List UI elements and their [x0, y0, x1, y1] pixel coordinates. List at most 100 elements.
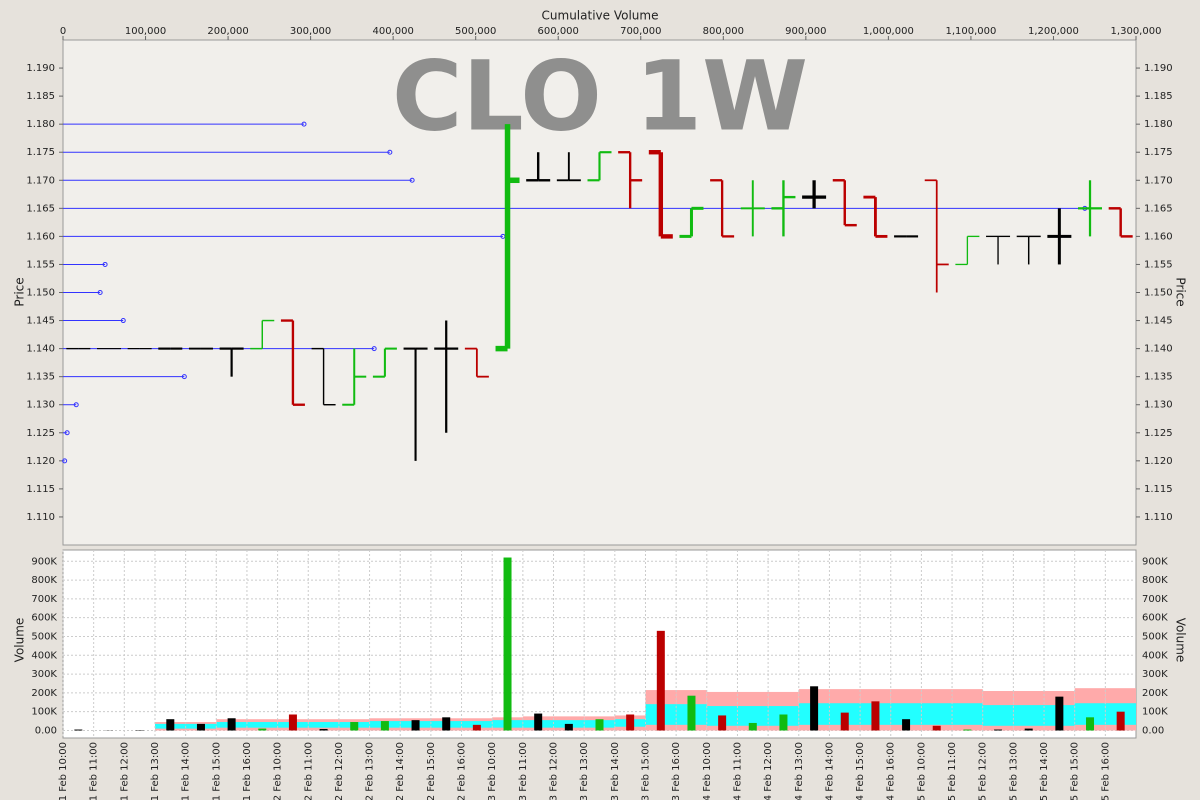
y-tick-label-right: 1.145: [1144, 316, 1173, 327]
volume-tick-label-right: 600K: [1142, 613, 1168, 624]
y-tick-label: 1.130: [26, 400, 55, 411]
y-tick-label-right: 1.155: [1144, 259, 1173, 270]
x-tick-label: 12 Feb 11:00: [303, 742, 314, 800]
y-tick-label-right: 1.115: [1144, 484, 1173, 495]
volume-tick-label-right: 200K: [1142, 688, 1168, 699]
y-tick-label: 1.190: [26, 63, 55, 74]
y-tick-label: 1.175: [26, 147, 55, 158]
volume-tick-label: 200K: [31, 688, 57, 699]
y-tick-label: 1.140: [26, 344, 55, 355]
x-tick-label: 300,000: [290, 26, 331, 37]
x-tick-label: 15 Feb 16:00: [1100, 742, 1111, 800]
band-inner: [982, 705, 1014, 726]
x-axis-label: Cumulative Volume: [542, 9, 659, 23]
y-tick-label: 1.160: [26, 231, 55, 242]
y-tick-label: 1.125: [26, 428, 55, 439]
y-tick-label: 1.150: [26, 288, 55, 299]
y-tick-label: 1.115: [26, 484, 55, 495]
volume-bar: [810, 686, 819, 731]
x-tick-label: 11 Feb 14:00: [181, 742, 192, 800]
y-tick-label: 1.155: [26, 259, 55, 270]
volume-axis-label-right: Volume: [1174, 618, 1188, 663]
volume-bar: [902, 719, 911, 731]
y-tick-label-right: 1.185: [1144, 91, 1173, 102]
profile-end: [102, 261, 108, 267]
band-inner: [737, 706, 769, 726]
band-inner: [246, 722, 278, 728]
volume-bar: [656, 630, 665, 731]
y-tick-label: 1.165: [26, 203, 55, 214]
volume-bar: [380, 721, 389, 731]
volume-tick-label-right: 700K: [1142, 594, 1168, 605]
volume-bar: [288, 714, 297, 731]
volume-axis-label: Volume: [13, 618, 27, 663]
y-tick-label-right: 1.180: [1144, 119, 1173, 130]
y-tick-label-right: 1.125: [1144, 428, 1173, 439]
y-axis-label: Price: [13, 277, 27, 306]
y-tick-label: 1.185: [26, 91, 55, 102]
x-tick-label: 13 Feb 16:00: [671, 742, 682, 800]
volume-bar: [779, 714, 788, 731]
x-tick-label: 15 Feb 11:00: [947, 742, 958, 800]
profile-end: [181, 374, 187, 380]
volume-bar: [595, 719, 604, 731]
volume-bar: [166, 719, 175, 731]
volume-tick-label-right: 300K: [1142, 669, 1168, 680]
band-inner: [890, 703, 922, 725]
band-inner: [921, 703, 953, 725]
x-tick-label: 13 Feb 13:00: [579, 742, 590, 800]
volume-bar: [534, 713, 543, 731]
x-tick-label: 11 Feb 12:00: [119, 742, 130, 800]
x-tick-label: 400,000: [372, 26, 413, 37]
y-tick-label-right: 1.130: [1144, 400, 1173, 411]
volume-tick-label: 900K: [31, 556, 57, 567]
volume-bar: [718, 715, 727, 731]
x-tick-label: 14 Feb 11:00: [732, 742, 743, 800]
volume-tick-label: 100K: [31, 707, 57, 718]
profile-end: [409, 177, 415, 183]
x-tick-label: 600,000: [538, 26, 579, 37]
volume-bar: [258, 728, 267, 731]
y-tick-label-right: 1.110: [1144, 512, 1173, 523]
chart-title: CLO 1W: [392, 40, 808, 152]
x-tick-label: 1,200,000: [1028, 26, 1079, 37]
x-tick-label: 14 Feb 16:00: [886, 742, 897, 800]
volume-tick-label: 400K: [31, 650, 57, 661]
band-inner: [1074, 703, 1106, 725]
y-axis-label-right: Price: [1174, 277, 1188, 306]
volume-bar: [472, 724, 481, 731]
volume-tick-label: 500K: [31, 631, 57, 642]
x-tick-label: 1,100,000: [945, 26, 996, 37]
x-tick-label: 12 Feb 15:00: [426, 742, 437, 800]
volume-bar: [350, 722, 359, 731]
x-tick-label: 14 Feb 12:00: [763, 742, 774, 800]
x-tick-label: 15 Feb 10:00: [916, 742, 927, 800]
volume-bar: [1024, 728, 1033, 731]
x-tick-label: 1,300,000: [1111, 26, 1162, 37]
profile-end: [371, 346, 377, 352]
x-tick-label: 900,000: [785, 26, 826, 37]
volume-tick-label-right: 500K: [1142, 631, 1168, 642]
x-tick-label: 15 Feb 15:00: [1070, 742, 1081, 800]
volume-tick-label: 800K: [31, 575, 57, 586]
x-tick-label: 13 Feb 12:00: [549, 742, 560, 800]
x-tick-label: 500,000: [455, 26, 496, 37]
profile-end: [62, 458, 68, 464]
profile-end: [301, 121, 307, 127]
profile-end: [97, 290, 103, 295]
volume-bar: [319, 728, 328, 731]
x-tick-label: 12 Feb 16:00: [457, 742, 468, 800]
y-tick-label: 1.170: [26, 175, 55, 186]
volume-bar: [871, 701, 880, 731]
x-tick-label: 13 Feb 11:00: [518, 742, 529, 800]
band-inner: [308, 722, 339, 728]
x-tick-label: 200,000: [207, 26, 248, 37]
x-tick-label: 13 Feb 15:00: [640, 742, 651, 800]
x-tick-label: 100,000: [125, 26, 166, 37]
volume-bar: [932, 725, 941, 731]
x-tick-label: 1,000,000: [863, 26, 914, 37]
x-tick-label: 11 Feb 13:00: [150, 742, 161, 800]
volume-tick-label: 0.00: [35, 725, 57, 736]
volume-bar: [840, 712, 849, 731]
